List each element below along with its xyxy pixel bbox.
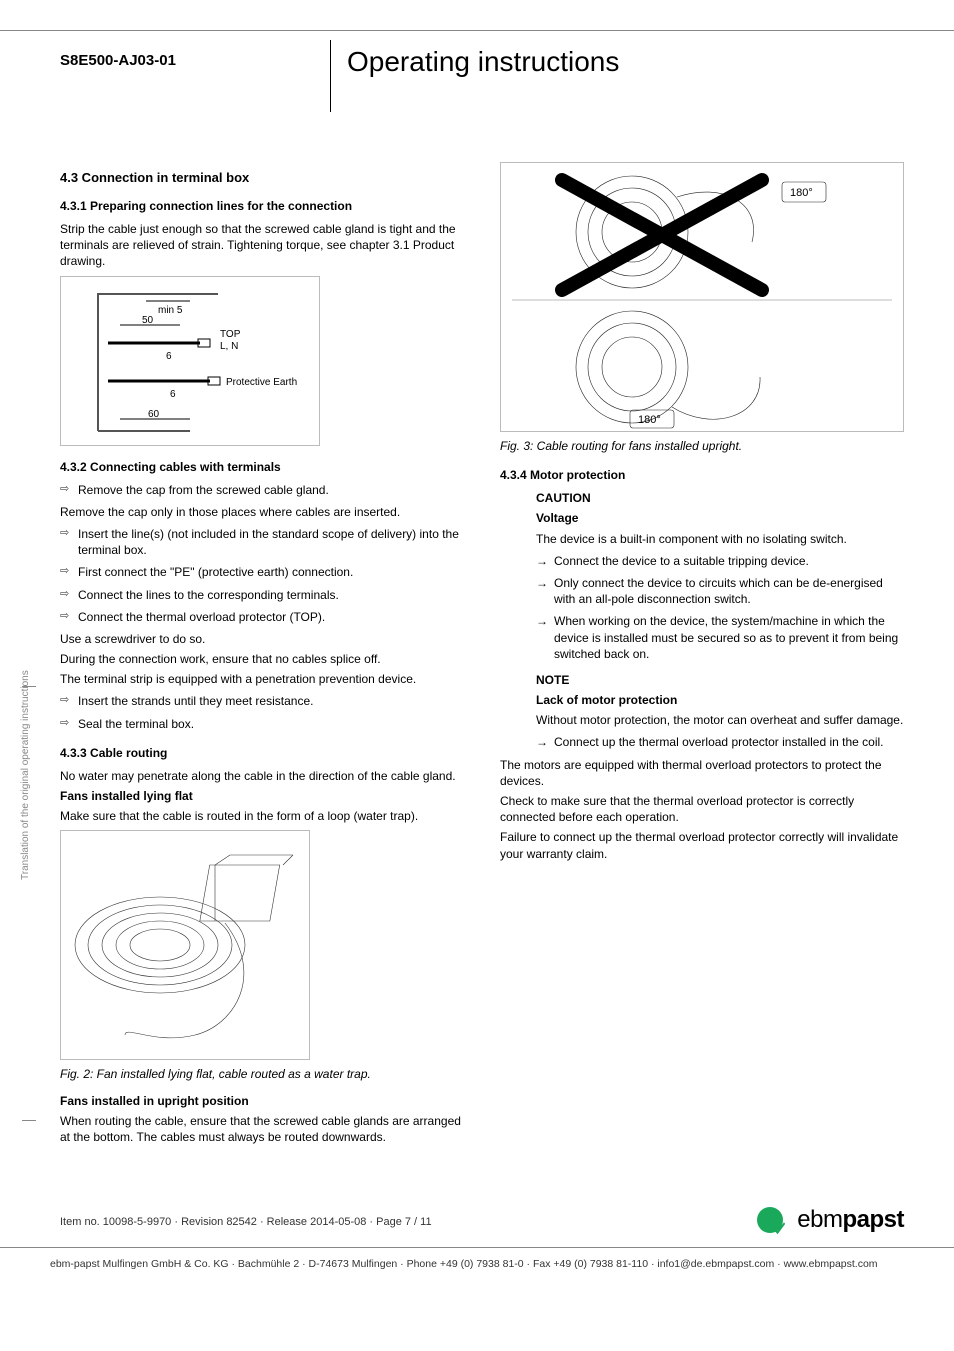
- lbl-top: TOP: [220, 329, 241, 340]
- caption-fig3: Fig. 3: Cable routing for fans installed…: [500, 438, 904, 454]
- margin-tick: [22, 1120, 36, 1121]
- lbl-60: 60: [148, 409, 160, 420]
- terminal-diagram-svg: min 5 50 TOP L, N 6 Protective Earth 6: [70, 281, 310, 441]
- lbl-6b: 6: [170, 389, 176, 400]
- para-432b: Use a screwdriver to do so.: [60, 631, 464, 647]
- para-tail1: The motors are equipped with thermal ove…: [500, 757, 904, 789]
- list-432a: Remove the cap from the screwed cable gl…: [60, 482, 464, 498]
- heading-upright: Fans installed in upright position: [60, 1093, 464, 1109]
- list-item: Connect the lines to the corresponding t…: [60, 587, 464, 603]
- content-columns: 4.3 Connection in terminal box 4.3.1 Pre…: [60, 162, 904, 1149]
- header-divider: [330, 40, 331, 112]
- diagram-terminal-box: min 5 50 TOP L, N 6 Protective Earth 6: [60, 276, 320, 446]
- para-432c: During the connection work, ensure that …: [60, 651, 464, 667]
- diagram-fan-flat: [60, 830, 310, 1060]
- list-432b: Insert the line(s) (not included in the …: [60, 526, 464, 625]
- lbl-6a: 6: [166, 351, 172, 362]
- heading-4-3-1: 4.3.1 Preparing connection lines for the…: [60, 199, 464, 213]
- heading-4-3-3: 4.3.3 Cable routing: [60, 746, 464, 760]
- list-item: Only connect the device to circuits whic…: [536, 575, 904, 607]
- heading-4-3: 4.3 Connection in terminal box: [60, 170, 464, 185]
- caution-sub: Voltage: [536, 510, 904, 526]
- caution-para: The device is a built-in component with …: [536, 531, 904, 547]
- product-code: S8E500-AJ03-01: [60, 40, 330, 69]
- para-flat: Make sure that the cable is routed in th…: [60, 808, 464, 824]
- list-item: Connect the thermal overload protector (…: [60, 609, 464, 625]
- heading-4-3-2: 4.3.2 Connecting cables with terminals: [60, 460, 464, 474]
- note-title: NOTE: [536, 672, 904, 688]
- footer-logo-area: ebmpapst: [757, 1206, 904, 1234]
- fan-flat-svg: [65, 835, 305, 1055]
- vertical-sidebar-note: Translation of the original operating in…: [20, 670, 31, 880]
- para-431: Strip the cable just enough so that the …: [60, 221, 464, 270]
- list-432c: Insert the strands until they meet resis…: [60, 693, 464, 731]
- page-title: Operating instructions: [347, 40, 619, 78]
- page-header: S8E500-AJ03-01 Operating instructions: [60, 40, 904, 112]
- lbl-180-top: 180°: [790, 187, 813, 199]
- list-item: When working on the device, the system/m…: [536, 613, 904, 662]
- note-para: Without motor protection, the motor can …: [536, 712, 904, 728]
- brand-bold: papst: [842, 1206, 904, 1233]
- caution-list: Connect the device to a suitable trippin…: [536, 553, 904, 662]
- diagram-fan-upright: 180° 180°: [500, 162, 904, 432]
- heading-flat: Fans installed lying flat: [60, 788, 464, 804]
- page: S8E500-AJ03-01 Operating instructions 4.…: [0, 0, 954, 1300]
- lbl-180-bottom: 180°: [638, 414, 661, 426]
- para-432d: The terminal strip is equipped with a pe…: [60, 671, 464, 687]
- list-item: Connect up the thermal overload protecto…: [536, 734, 904, 750]
- para-432a: Remove the cap only in those places wher…: [60, 504, 464, 520]
- fan-upright-svg: 180° 180°: [501, 162, 903, 432]
- note-list: Connect up the thermal overload protecto…: [536, 734, 904, 750]
- note-sub: Lack of motor protection: [536, 692, 904, 708]
- list-item: Connect the device to a suitable trippin…: [536, 553, 904, 569]
- list-item: Remove the cap from the screwed cable gl…: [60, 482, 464, 498]
- footer-rule: [0, 1247, 954, 1248]
- footer-meta: Item no. 10098-5-9970 · Revision 82542 ·…: [60, 1216, 432, 1228]
- right-column: 180° 180° Fig. 3: Cable: [500, 162, 904, 1149]
- left-column: 4.3 Connection in terminal box 4.3.1 Pre…: [60, 162, 464, 1149]
- lbl-ln: L, N: [220, 341, 238, 352]
- list-item: Seal the terminal box.: [60, 716, 464, 732]
- list-item: Insert the strands until they meet resis…: [60, 693, 464, 709]
- para-tail3: Failure to connect up the thermal overlo…: [500, 829, 904, 861]
- heading-4-3-4: 4.3.4 Motor protection: [500, 468, 904, 482]
- lbl-min5: min 5: [158, 305, 183, 316]
- lbl-pe: Protective Earth: [226, 377, 297, 388]
- para-tail2: Check to make sure that the thermal over…: [500, 793, 904, 825]
- para-433a: No water may penetrate along the cable i…: [60, 768, 464, 784]
- list-item: Insert the line(s) (not included in the …: [60, 526, 464, 558]
- brand-logo: ebmpapst: [797, 1206, 904, 1234]
- brand-plain: ebm: [797, 1206, 842, 1233]
- lbl-50: 50: [142, 315, 154, 326]
- caution-block: CAUTION Voltage The device is a built-in…: [500, 490, 904, 750]
- green-tech-icon: [757, 1207, 783, 1233]
- list-item: First connect the "PE" (protective earth…: [60, 564, 464, 580]
- para-upright: When routing the cable, ensure that the …: [60, 1113, 464, 1145]
- footer-address: ebm-papst Mulfingen GmbH & Co. KG · Bach…: [50, 1258, 904, 1270]
- caption-fig2: Fig. 2: Fan installed lying flat, cable …: [60, 1066, 464, 1082]
- caution-title: CAUTION: [536, 490, 904, 506]
